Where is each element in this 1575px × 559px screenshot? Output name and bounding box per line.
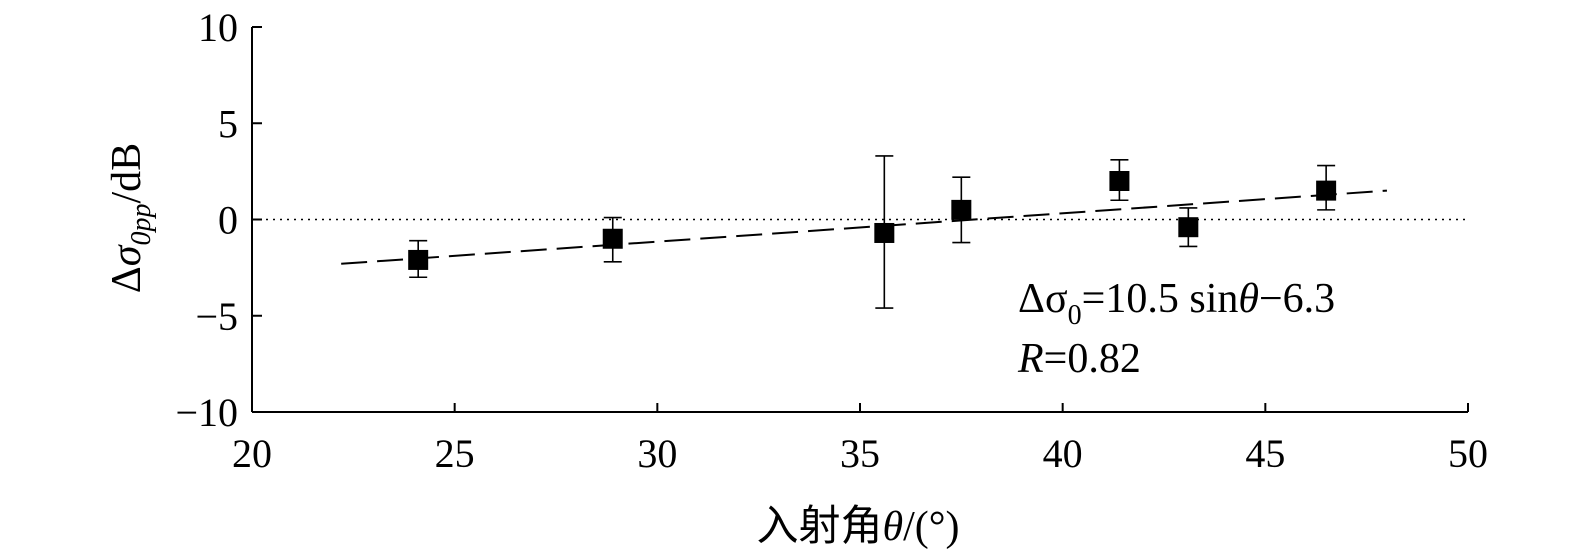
data-point (874, 222, 895, 243)
y-tick-label: −5 (195, 294, 238, 339)
y-axis-title: Δσ0pp/dB (104, 143, 157, 293)
y-tick-label: 5 (218, 101, 238, 146)
x-tick-label: 35 (840, 431, 880, 476)
correlation-coefficient: R=0.82 (1017, 336, 1141, 382)
data-point (408, 249, 429, 270)
fit-equation-sub: 0 (1068, 300, 1082, 331)
x-tick-label: 25 (435, 431, 475, 476)
y-tick-label: 0 (218, 198, 238, 243)
data-points (408, 171, 1337, 270)
correlation-value: =0.82 (1044, 336, 1141, 382)
fit-equation-theta: θ (1238, 276, 1259, 322)
x-tick-label: 45 (1245, 431, 1285, 476)
fit-equation: Δσ0=10.5 sinθ−6.3 (1018, 276, 1335, 331)
x-tick-label: 50 (1448, 431, 1488, 476)
fit-equation-tail: −6.3 (1259, 276, 1335, 322)
data-point (951, 199, 972, 220)
y-tick-label: −10 (175, 390, 238, 435)
fit-equation-lead: Δσ (1018, 276, 1068, 322)
x-tick-label: 20 (232, 431, 272, 476)
x-tick-label: 40 (1043, 431, 1083, 476)
x-axis-title: 入射角θ/(°) (756, 501, 959, 550)
y-axis-title-lead: Δ (104, 266, 150, 293)
data-point (602, 228, 623, 249)
data-point (1178, 217, 1199, 238)
fit-equation-mid: =10.5 sin (1082, 276, 1239, 322)
correlation-symbol: R (1017, 336, 1044, 382)
data-point (1316, 180, 1337, 201)
y-tick-label: 10 (198, 5, 238, 50)
x-tick-label: 30 (637, 431, 677, 476)
x-axis-title-unit: /(°) (903, 504, 959, 550)
data-point (1109, 171, 1130, 191)
y-axis-title-unit: /dB (104, 143, 150, 204)
y-axis-title-sigma: σ (104, 243, 150, 266)
fit-line (341, 189, 1388, 265)
y-axis-title-sub: 0pp (126, 203, 157, 245)
x-axis-title-cn: 入射角 (756, 501, 882, 550)
x-axis-title-theta: θ (882, 504, 903, 550)
